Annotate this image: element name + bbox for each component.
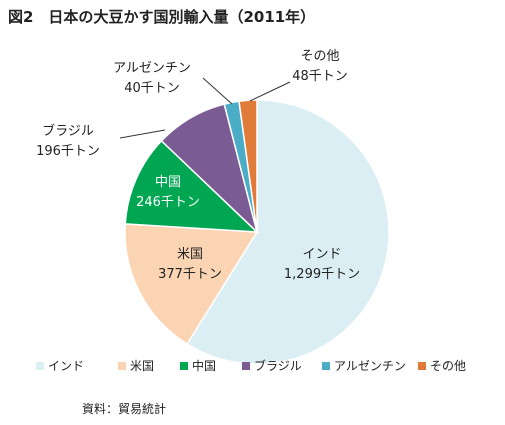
leader-line xyxy=(202,77,233,105)
legend-label: 中国 xyxy=(192,358,216,373)
legend-label: アルゼンチン xyxy=(334,359,406,373)
legend-swatch xyxy=(418,362,426,370)
legend-label: 米国 xyxy=(130,359,154,373)
legend-label: インド xyxy=(48,359,84,373)
slice-label-category: 米国 xyxy=(177,247,203,262)
slice-label-value: 1,299千トン xyxy=(284,267,360,282)
slice-label-value: 246千トン xyxy=(136,195,200,210)
slice-2 xyxy=(124,139,260,233)
legend-swatch xyxy=(36,362,44,370)
legend-swatch xyxy=(118,362,126,370)
slice-1 xyxy=(124,223,259,345)
source-note: 資料：貿易統計 xyxy=(82,402,167,416)
legend-swatch xyxy=(180,362,188,370)
legend-swatch xyxy=(242,362,250,370)
legend-swatch xyxy=(322,362,330,370)
leader-line xyxy=(249,81,291,102)
slice-label-value: 48千トン xyxy=(292,69,348,84)
slice-label-value: 196千トン xyxy=(36,144,100,159)
slice-label-category: インド xyxy=(302,247,341,262)
slice-label-category: 中国 xyxy=(155,175,181,190)
legend-label: ブラジル xyxy=(254,358,302,373)
leader-line xyxy=(119,129,166,139)
slice-label-category: アルゼンチン xyxy=(113,61,191,76)
legend-label: その他 xyxy=(430,359,466,373)
slice-5 xyxy=(238,99,258,233)
chart-title: 図2 日本の大豆かす国別輸入量（2011年） xyxy=(8,8,316,26)
slice-label-category: ブラジル xyxy=(42,123,94,139)
slice-label-category: その他 xyxy=(300,49,339,64)
slice-0 xyxy=(186,99,390,365)
slice-label-value: 377千トン xyxy=(158,267,222,282)
slice-label-value: 40千トン xyxy=(124,81,180,96)
